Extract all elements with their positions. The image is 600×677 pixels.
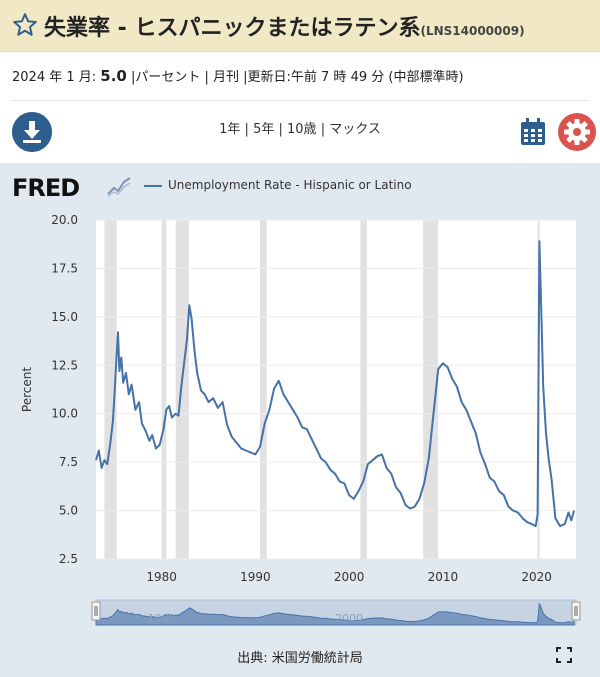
- legend-label: Unemployment Rate - Hispanic or Latino: [168, 178, 412, 192]
- y-tick-label: 5.0: [59, 504, 78, 518]
- x-tick-label: 1990: [240, 570, 271, 584]
- navigator-handle-left: [91, 601, 101, 621]
- observation-value: 5.0: [100, 67, 127, 85]
- navigator-handle-right: [571, 601, 581, 621]
- chart-area: 2.5 5.0 7.5 10.0 12.5 15.0 17.5 20.0 1980 1990 200…: [20, 213, 581, 626]
- y-tick-label: 12.5: [51, 358, 78, 372]
- gear-icon[interactable]: [558, 113, 596, 151]
- chart-legend: Unemployment Rate - Hispanic or Latino: [144, 178, 412, 192]
- legend-swatch: [144, 184, 162, 187]
- download-button[interactable]: [12, 112, 52, 152]
- plot-background: [96, 220, 576, 559]
- y-tick-label: 20.0: [51, 213, 78, 227]
- divider: [12, 100, 588, 101]
- range-5y[interactable]: 5年: [253, 122, 275, 137]
- observation-date: 2024 年 1 月:: [12, 70, 101, 85]
- y-tick-label: 2.5: [59, 552, 78, 566]
- y-tick-label: 15.0: [51, 310, 78, 324]
- calendar-icon[interactable]: [520, 118, 546, 146]
- y-axis-label: Percent: [20, 367, 34, 412]
- recession-band: [360, 220, 367, 559]
- star-icon[interactable]: [12, 12, 38, 38]
- navigator-label: 1980: [148, 612, 176, 625]
- fullscreen-icon[interactable]: [556, 647, 572, 663]
- y-tick-label: 10.0: [51, 407, 78, 421]
- range-10y[interactable]: 10歳: [287, 122, 317, 137]
- range-max[interactable]: マックス: [329, 122, 381, 137]
- series-title: 失業率 - ヒスパニックまたはラテン系: [44, 16, 421, 41]
- fred-logo-icon: [106, 174, 132, 198]
- title-bar: 失業率 - ヒスパニックまたはラテン系(LNS14000009): [0, 0, 600, 52]
- x-tick-label: 2020: [521, 570, 552, 584]
- navigator-label: 2000: [335, 612, 363, 625]
- series-code: (LNS14000009): [420, 24, 525, 38]
- chart-source: 出典: 米国労働統計局: [237, 651, 363, 666]
- units-frequency: |パーセント | 月刊 |: [126, 70, 248, 85]
- series-line: [95, 240, 576, 528]
- x-tick-label: 2010: [428, 570, 459, 584]
- y-tick-label: 17.5: [51, 261, 78, 275]
- recession-band: [104, 220, 117, 559]
- time-navigator[interactable]: 1980 2000: [91, 599, 581, 626]
- fred-logo: FRED: [12, 174, 80, 202]
- x-tick-label: 2000: [334, 570, 365, 584]
- x-tick-label: 1980: [146, 570, 177, 584]
- series-meta: 2024 年 1 月: 5.0 |パーセント | 月刊 |更新日:午前 7 時 …: [12, 66, 464, 85]
- recession-band: [260, 220, 267, 559]
- recession-band: [175, 220, 189, 559]
- y-tick-label: 7.5: [59, 455, 78, 469]
- page-title: 失業率 - ヒスパニックまたはラテン系(LNS14000009): [44, 10, 525, 42]
- recession-band: [161, 220, 167, 559]
- date-range-selector: 1年 | 5年 | 10歳 | マックス: [219, 122, 381, 137]
- navigator-series: [95, 603, 575, 626]
- plot-area: 2.5 5.0 7.5 10.0 12.5 15.0 17.5 20.0 1980 1990 200…: [20, 213, 576, 584]
- range-1y[interactable]: 1年: [219, 122, 241, 137]
- updated-time: 更新日:午前 7 時 49 分 (中部標準時): [247, 70, 464, 85]
- recession-band: [423, 220, 439, 559]
